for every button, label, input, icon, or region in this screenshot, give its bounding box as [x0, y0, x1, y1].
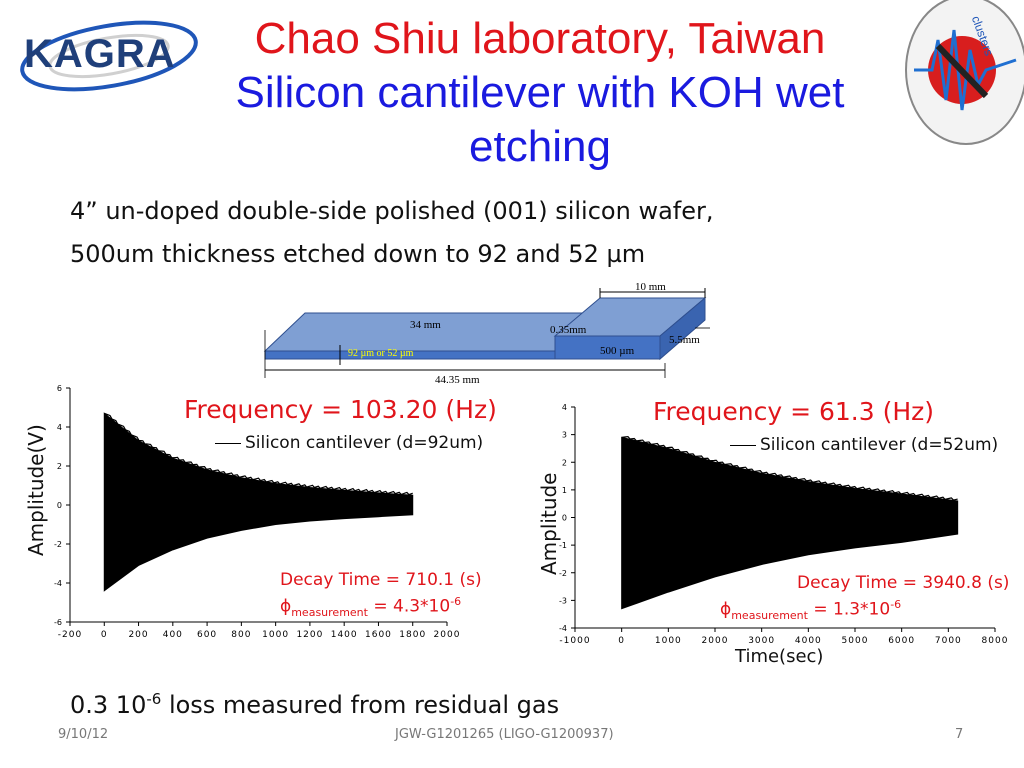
right-x-tick-label: 6000: [888, 636, 915, 646]
left-legend-label: Silicon cantilever (d=92um): [245, 433, 484, 453]
right-phi-symbol: ϕ: [720, 599, 732, 620]
footer-date: 9/10/12: [58, 727, 109, 742]
left-x-tick-label: 600: [197, 630, 217, 640]
dim-step-label: 0.35mm: [550, 324, 587, 336]
thick-block-side: [659, 296, 706, 361]
left-x-tick-label: 1800: [399, 630, 426, 640]
right-x-tick-label: -1000: [559, 636, 590, 646]
right-y-tick-label: 0: [562, 514, 567, 523]
left-x-tick-label: 1200: [296, 630, 323, 640]
right-decay-time: Decay Time = 3940.8 (s): [797, 573, 1010, 593]
left-x-tick-label: 0: [101, 630, 108, 640]
left-decay-time: Decay Time = 710.1 (s): [280, 570, 482, 590]
footer-page-number: 7: [955, 727, 964, 742]
right-ylabel: Amplitude: [537, 472, 561, 576]
dim-thin-length-label: 34 mm: [410, 319, 441, 331]
left-legend-line: [215, 442, 241, 444]
dim-thick-thickness-label: 500 µm: [600, 345, 635, 357]
left-x-tick-label: 1600: [365, 630, 392, 640]
dim-thick-length-label: 5.5mm: [669, 334, 700, 346]
loss-prefix: 0.3 10: [70, 691, 147, 719]
right-legend-label: Silicon cantilever (d=52um): [760, 435, 999, 455]
right-y-tick-label: 1: [562, 486, 567, 495]
dim-width-label: 10 mm: [635, 281, 666, 293]
left-ylabel: Amplitude(V): [24, 424, 48, 556]
right-x-tick-label: 0: [618, 636, 625, 646]
slide-title: Chao Shiu laboratory, Taiwan: [254, 14, 826, 63]
right-phi-value: = 1.3*10: [807, 599, 891, 620]
left-x-tick-label: 2000: [434, 630, 461, 640]
residual-gas-loss: 0.3 10-6 loss measured from residual gas: [70, 690, 559, 719]
left-y-tick-label: 0: [57, 501, 62, 510]
kagra-logo-text: KAGRA: [24, 32, 176, 76]
left-phi-symbol: ϕ: [280, 596, 292, 617]
footer-doc-id: JGW-G1201265 (LIGO-G1200937): [395, 727, 614, 742]
left-x-tick-label: 1400: [331, 630, 358, 640]
left-phi: ϕmeasurement = 4.3*10-6: [280, 595, 461, 619]
right-signal-edge: [621, 435, 958, 501]
right-x-tick-label: 5000: [842, 636, 869, 646]
right-frequency-label: Frequency = 61.3 (Hz): [653, 397, 935, 426]
right-x-tick-label: 1000: [655, 636, 682, 646]
right-x-tick-label: 4000: [795, 636, 822, 646]
right-y-tick-label: 4: [562, 403, 567, 412]
left-signal-edge: [104, 412, 413, 496]
left-y-tick-label: 2: [57, 462, 62, 471]
left-legend: Silicon cantilever (d=92um): [215, 433, 483, 453]
loss-suffix: loss measured from residual gas: [161, 691, 560, 719]
dim-total-length-label: 44.35 mm: [435, 374, 480, 386]
right-xlabel: Time(sec): [735, 646, 824, 667]
left-y-tick-label: -6: [54, 618, 62, 627]
right-y-tick-label: -4: [559, 624, 567, 633]
right-phi-exp: -6: [890, 598, 902, 611]
right-y-tick-label: 2: [562, 458, 567, 467]
left-y-tick-label: 6: [57, 384, 62, 393]
left-frequency-label: Frequency = 103.20 (Hz): [184, 395, 497, 424]
left-y-tick-label: 4: [57, 423, 62, 432]
left-x-tick-label: 1000: [262, 630, 289, 640]
left-signal-envelope: [103, 412, 414, 592]
loss-exp: -6: [146, 690, 162, 708]
dim-thin-thickness-label: 92 µm or 52 µm: [348, 348, 414, 359]
left-y-tick-label: -2: [54, 540, 62, 549]
left-x-tick-label: 200: [128, 630, 148, 640]
description-line-1: 4” un-doped double-side polished (001) s…: [70, 197, 714, 225]
left-phi-value: = 4.3*10: [367, 596, 451, 617]
description-line-2: 500um thickness etched down to 92 and 52…: [70, 240, 646, 268]
right-decay-chart: -4 -3 -2 -1 0 1 2 3 4 -1000 0 1000 2000 3000 4000 5000 6…: [559, 403, 1009, 646]
right-x-tick-label: 2000: [702, 636, 729, 646]
left-x-tick-label: -200: [58, 630, 82, 640]
emblem-icon: [905, 0, 1024, 145]
right-phi: ϕmeasurement = 1.3*10-6: [720, 598, 901, 622]
slide-subtitle: Silicon cantilever with KOH wet etching: [235, 68, 845, 171]
left-x-tick-label: 400: [163, 630, 183, 640]
right-phi-sub: measurement: [731, 609, 808, 623]
left-x-tick-label: 800: [231, 630, 251, 640]
cantilever-diagram: 10 mm 34 mm 0.35mm 5.5mm 92 µm or 52 µm …: [263, 281, 710, 386]
right-x-tick-label: 8000: [982, 636, 1009, 646]
right-signal-envelope: [621, 436, 959, 610]
left-decay-chart: -6 -4 -2 0 2 4 6 -200 0 200 400 600 800 1000 1200 1400 1…: [54, 384, 461, 640]
right-x-tick-label: 3000: [748, 636, 775, 646]
right-legend: Silicon cantilever (d=52um): [730, 435, 998, 455]
kagra-logo: KAGRA: [14, 14, 204, 94]
clusters-emblem: clusters: [904, 0, 1024, 145]
left-phi-exp: -6: [450, 595, 462, 608]
right-legend-line: [730, 444, 756, 446]
left-phi-sub: measurement: [291, 606, 368, 620]
left-y-tick-label: -4: [54, 579, 62, 588]
right-y-tick-label: -2: [559, 569, 567, 578]
right-x-tick-label: 7000: [935, 636, 962, 646]
right-y-tick-label: -3: [559, 596, 567, 605]
right-y-tick-label: 3: [562, 431, 567, 440]
kagra-orbit-icon: [20, 20, 198, 92]
right-y-tick-label: -1: [559, 541, 567, 550]
